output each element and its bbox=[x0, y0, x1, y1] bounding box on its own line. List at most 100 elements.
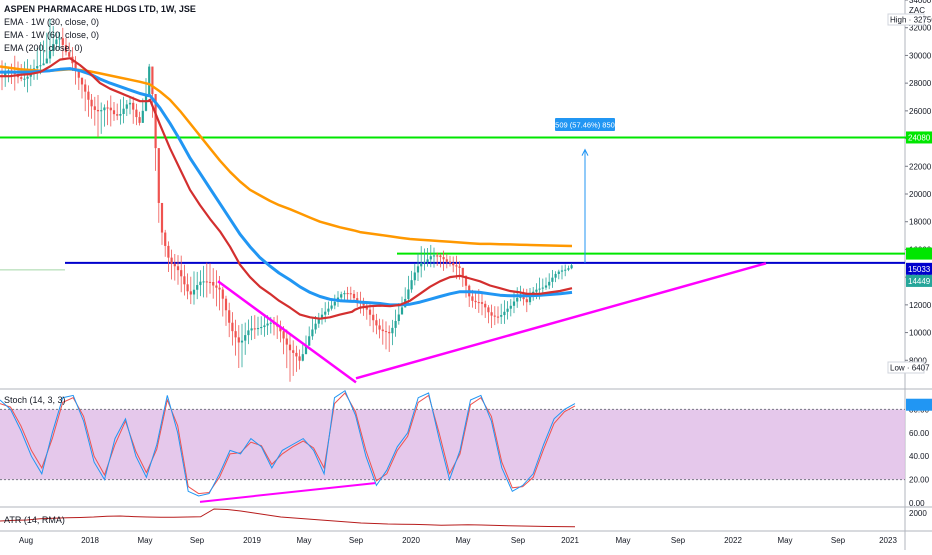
candle-body bbox=[68, 52, 71, 57]
candle-body bbox=[420, 262, 423, 267]
time-tick-label: May bbox=[615, 536, 630, 545]
candle-body bbox=[234, 331, 237, 338]
candle-body bbox=[52, 44, 55, 51]
candle-body bbox=[20, 77, 23, 79]
candle-body bbox=[186, 284, 189, 292]
candle-body bbox=[260, 327, 263, 329]
price-badge-label: 15033 bbox=[908, 265, 931, 274]
candle-body bbox=[122, 108, 125, 114]
candle-body bbox=[327, 308, 330, 312]
price-tick-label: 26000 bbox=[909, 107, 932, 116]
candle-body bbox=[61, 38, 64, 45]
candle-body bbox=[279, 326, 282, 332]
time-tick-label: Sep bbox=[190, 536, 205, 545]
candle-body bbox=[397, 314, 400, 321]
candle-body bbox=[512, 301, 516, 306]
candle-body bbox=[202, 281, 205, 283]
candle-body bbox=[416, 266, 420, 273]
candle-body bbox=[474, 300, 477, 303]
candle-body bbox=[173, 263, 176, 267]
candle-body bbox=[84, 84, 87, 92]
time-tick-label: 2022 bbox=[724, 536, 742, 545]
stoch-trendline bbox=[199, 482, 376, 503]
price-tick-label: 34000 bbox=[909, 0, 932, 5]
candle-body bbox=[36, 66, 39, 69]
candle-body bbox=[247, 330, 250, 336]
price-badge-label: 24080 bbox=[908, 133, 931, 142]
candle-body bbox=[317, 318, 320, 324]
candle-body bbox=[528, 295, 532, 303]
candle-body bbox=[525, 299, 528, 303]
candle-body bbox=[135, 109, 138, 118]
low-box bbox=[887, 361, 925, 374]
candle-body bbox=[564, 269, 567, 271]
candle-body bbox=[506, 308, 509, 312]
price-tick-label: 10000 bbox=[909, 329, 932, 338]
candle-body bbox=[349, 293, 352, 295]
candle-body bbox=[500, 315, 503, 317]
candle-body bbox=[119, 113, 122, 116]
candle-body bbox=[311, 329, 314, 337]
candle-body bbox=[160, 202, 164, 233]
candle-body bbox=[164, 232, 167, 246]
candle-body bbox=[432, 255, 436, 257]
legend-ema200: EMA (200, close, 0) bbox=[4, 43, 83, 53]
candle-body bbox=[141, 110, 144, 123]
price-tick-label: 18000 bbox=[909, 218, 932, 227]
candle-body bbox=[48, 50, 52, 59]
price-tick-label: 12000 bbox=[909, 301, 932, 310]
candle-body bbox=[282, 331, 285, 339]
candle-body bbox=[250, 328, 253, 331]
high-box bbox=[887, 13, 925, 26]
candle-body bbox=[343, 293, 346, 295]
candle-body bbox=[4, 72, 7, 78]
candle-body bbox=[448, 261, 452, 264]
price-tick-label: 20000 bbox=[909, 190, 932, 199]
candle-body bbox=[340, 294, 343, 298]
time-tick-label: May bbox=[296, 536, 311, 545]
stoch-tick-label: 60.00 bbox=[909, 429, 930, 438]
atr-title: ATR (14, RMA) bbox=[4, 515, 65, 525]
candle-body bbox=[538, 288, 541, 290]
candle-body bbox=[544, 285, 548, 288]
candle-body bbox=[148, 66, 151, 95]
candle-body bbox=[231, 322, 234, 332]
candle-body bbox=[199, 281, 202, 286]
atr-line bbox=[0, 508, 576, 528]
candle-body bbox=[484, 303, 487, 308]
candle-body bbox=[58, 38, 61, 40]
candle-body bbox=[157, 148, 160, 203]
candle-body bbox=[375, 320, 378, 326]
measure-label: 8509 (57.46%) 8509 bbox=[551, 121, 619, 130]
candle-body bbox=[464, 275, 468, 286]
legend-ema60: EMA · 1W (60, close, 0) bbox=[4, 30, 100, 40]
price-tick-label: 32000 bbox=[909, 24, 932, 33]
currency-label: ZAC bbox=[909, 6, 925, 15]
candle-body bbox=[269, 322, 272, 324]
candle-body bbox=[221, 289, 224, 299]
candle-body bbox=[224, 298, 228, 311]
candle-body bbox=[23, 78, 26, 80]
candle-body bbox=[423, 261, 426, 263]
time-tick-label: Sep bbox=[831, 536, 846, 545]
candle-body bbox=[503, 311, 506, 316]
time-tick-label: 2020 bbox=[402, 536, 420, 545]
candle-body bbox=[154, 94, 157, 149]
candle-body bbox=[480, 302, 484, 304]
time-tick-label: 2018 bbox=[81, 536, 99, 545]
candle-body bbox=[192, 289, 196, 295]
candle-body bbox=[74, 63, 77, 70]
stoch-tick-label: 0.00 bbox=[909, 499, 925, 508]
candle-body bbox=[493, 315, 496, 317]
candle-body bbox=[330, 305, 333, 309]
candle-body bbox=[452, 263, 455, 266]
time-tick-label: May bbox=[137, 536, 152, 545]
candle-body bbox=[333, 301, 336, 306]
ema60-line bbox=[0, 67, 573, 307]
stoch-title: Stoch (14, 3, 3) bbox=[4, 395, 66, 405]
chart-title: ASPEN PHARMACARE HLDGS LTD, 1W, JSE bbox=[4, 4, 196, 14]
candle-body bbox=[429, 256, 432, 260]
candle-body bbox=[285, 338, 288, 345]
